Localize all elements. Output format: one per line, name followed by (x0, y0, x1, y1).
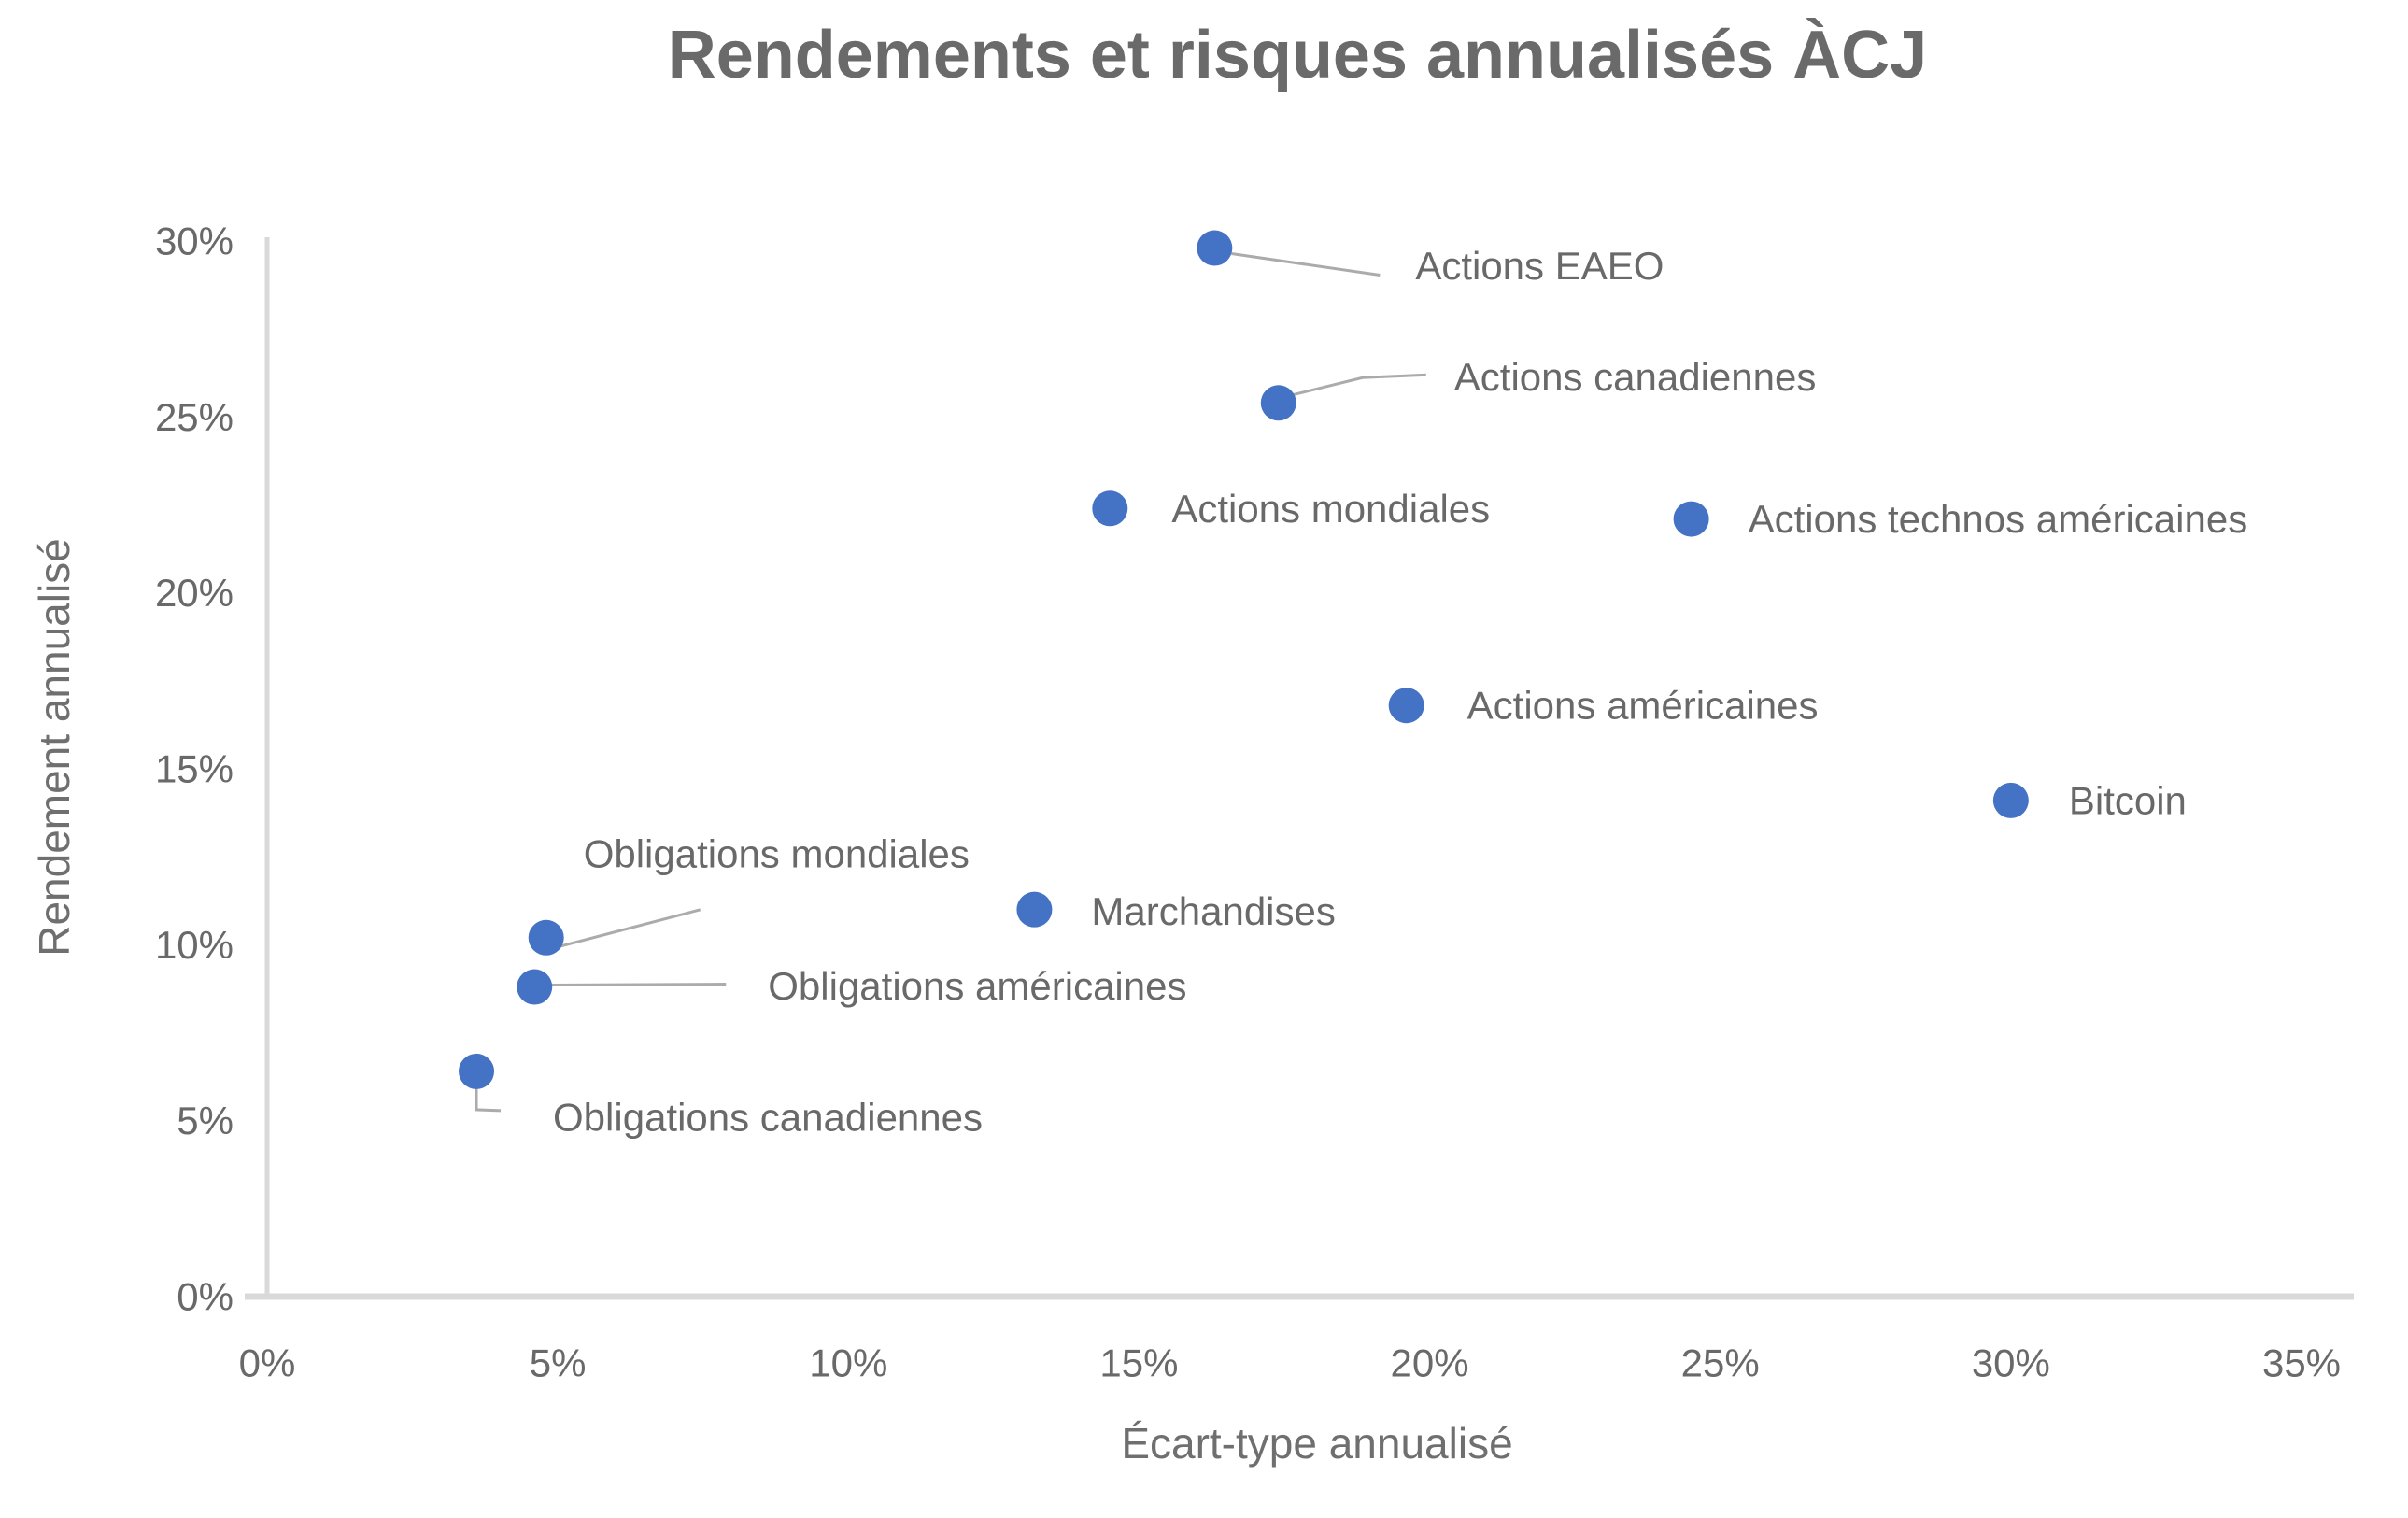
point-label-actions-mondiales: Actions mondiales (1171, 487, 1490, 531)
leader-line-actions-eaeo (1231, 252, 1381, 277)
data-point-actions-mondiales (1092, 490, 1128, 527)
point-label-actions-americaines: Actions américaines (1467, 684, 1819, 728)
y-tick-label-10: 10% (155, 923, 234, 967)
point-label-actions-canadiennes: Actions canadiennes (1454, 355, 1817, 399)
y-tick-label-20: 20% (155, 571, 234, 615)
point-label-obligations-mondiales: Obligations mondiales (584, 831, 970, 875)
data-point-actions-canadiennes (1260, 385, 1296, 421)
data-point-actions-eaeo (1197, 230, 1233, 266)
leader-line-obligations-mondiales (557, 908, 701, 949)
data-point-obligations-americaines (517, 969, 553, 1005)
leader-line-actions-canadiennes (1290, 373, 1426, 397)
leader-line-obligations-americaines (550, 983, 727, 987)
x-tick-label-15: 15% (1099, 1341, 1178, 1384)
point-label-marchandises: Marchandises (1091, 889, 1335, 933)
x-tick-label-0: 0% (239, 1341, 296, 1384)
y-tick-label-30: 30% (155, 220, 234, 263)
chart-title: Rendements et risques annualisés ÀCJ (667, 18, 1928, 92)
x-tick-label-35: 35% (2262, 1341, 2341, 1384)
x-tick-label-10: 10% (809, 1341, 887, 1384)
data-point-actions-technos-americaines (1673, 501, 1709, 537)
y-tick-label-0: 0% (177, 1275, 234, 1319)
point-label-actions-technos-americaines: Actions technos américaines (1749, 497, 2248, 541)
point-label-obligations-americaines: Obligations américaines (768, 964, 1186, 1008)
data-point-marchandises (1016, 891, 1053, 928)
x-tick-label-30: 30% (1972, 1341, 2050, 1384)
point-label-actions-eaeo: Actions EAEO (1415, 244, 1664, 288)
data-point-actions-americaines (1388, 688, 1424, 724)
point-label-bitcoin: Bitcoin (2069, 778, 2187, 822)
x-tick-label-20: 20% (1391, 1341, 1469, 1384)
y-tick-label-25: 25% (155, 395, 234, 439)
leader-line-obligations-canadiennes (475, 1085, 502, 1113)
data-point-obligations-canadiennes (459, 1053, 495, 1089)
data-point-obligations-mondiales (528, 919, 564, 956)
data-point-bitcoin (1992, 782, 2029, 818)
point-label-obligations-canadiennes: Obligations canadiennes (553, 1095, 983, 1139)
y-tick-label-5: 5% (177, 1099, 234, 1142)
x-tick-label-5: 5% (530, 1341, 587, 1384)
y-tick-label-15: 15% (155, 747, 234, 791)
x-tick-label-25: 25% (1681, 1341, 1760, 1384)
x-axis-title: Écart-type annualisé (1121, 1419, 1513, 1468)
